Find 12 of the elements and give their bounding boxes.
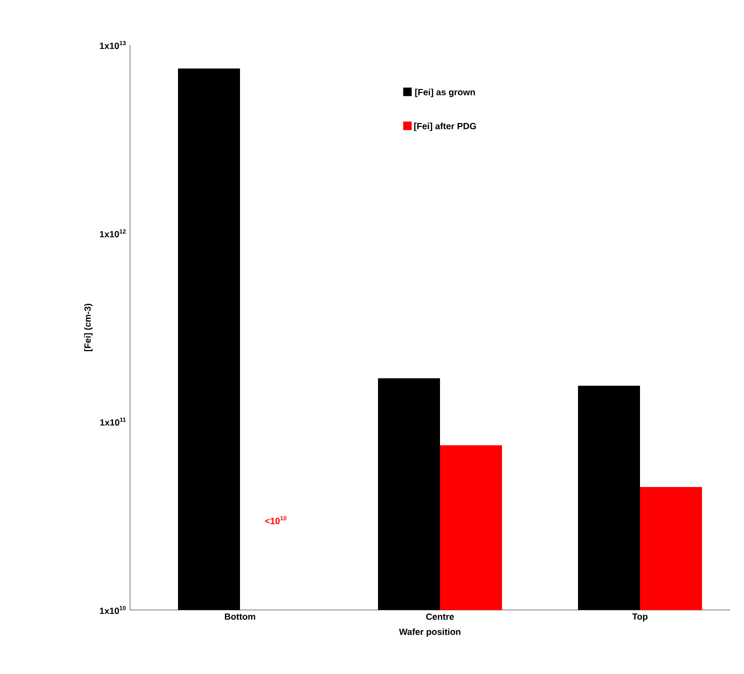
y-axis-title: [Fei] (cm-3) xyxy=(84,304,93,352)
legend-label: [Fei] after PDG xyxy=(414,122,476,132)
x-tick-label: Bottom xyxy=(224,613,256,620)
y-tick-label: 1x10$^{12}$ xyxy=(100,229,126,238)
y-tick-label: 1x10$^{11}$ xyxy=(100,418,126,426)
y-tick-label: 1x10$^{13}$ xyxy=(100,40,126,50)
x-tick-label: Centre xyxy=(426,613,454,620)
x-axis-title: Wafer position xyxy=(399,628,460,637)
annotation: <10$^{10}$ xyxy=(265,516,286,524)
legend-label: [Fei] as grown xyxy=(415,88,475,98)
y-tick-label: 1x10$^{10}$ xyxy=(100,606,126,614)
x-tick-label: Top xyxy=(632,613,648,622)
